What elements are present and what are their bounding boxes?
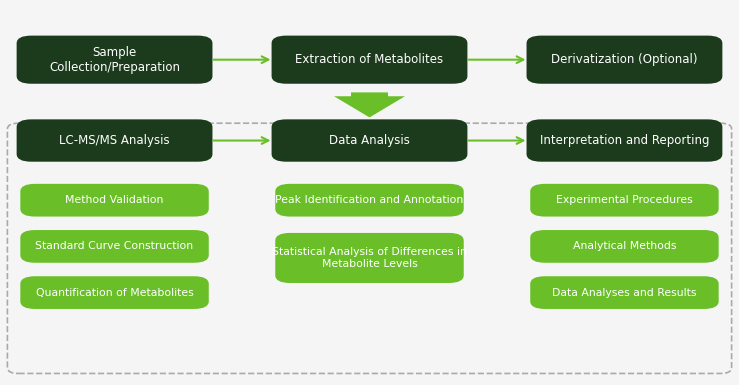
FancyBboxPatch shape	[531, 184, 718, 216]
FancyBboxPatch shape	[527, 119, 723, 162]
Text: Experimental Procedures: Experimental Procedures	[556, 195, 693, 205]
Text: Extraction of Metabolites: Extraction of Metabolites	[296, 53, 443, 66]
Text: Derivatization (Optional): Derivatization (Optional)	[551, 53, 698, 66]
Text: Quantification of Metabolites: Quantification of Metabolites	[35, 288, 194, 298]
FancyBboxPatch shape	[275, 184, 464, 216]
FancyBboxPatch shape	[531, 276, 718, 309]
Text: Data Analyses and Results: Data Analyses and Results	[552, 288, 697, 298]
FancyBboxPatch shape	[7, 123, 732, 373]
FancyBboxPatch shape	[21, 230, 209, 263]
Text: Data Analysis: Data Analysis	[329, 134, 410, 147]
FancyBboxPatch shape	[531, 230, 718, 263]
FancyBboxPatch shape	[275, 233, 464, 283]
Text: Statistical Analysis of Differences in
Metabolite Levels: Statistical Analysis of Differences in M…	[272, 247, 467, 269]
Text: Sample
Collection/Preparation: Sample Collection/Preparation	[49, 46, 180, 74]
Text: Interpretation and Reporting: Interpretation and Reporting	[539, 134, 709, 147]
Text: Method Validation: Method Validation	[65, 195, 164, 205]
Text: Analytical Methods: Analytical Methods	[573, 241, 676, 251]
FancyBboxPatch shape	[272, 36, 468, 84]
FancyBboxPatch shape	[21, 184, 209, 216]
Text: Peak Identification and Annotation: Peak Identification and Annotation	[276, 195, 463, 205]
FancyBboxPatch shape	[527, 36, 723, 84]
FancyBboxPatch shape	[272, 119, 468, 162]
FancyBboxPatch shape	[16, 36, 213, 84]
FancyBboxPatch shape	[21, 276, 209, 309]
FancyBboxPatch shape	[16, 119, 213, 162]
Text: LC-MS/MS Analysis: LC-MS/MS Analysis	[59, 134, 170, 147]
Polygon shape	[334, 92, 405, 117]
Text: Standard Curve Construction: Standard Curve Construction	[35, 241, 194, 251]
